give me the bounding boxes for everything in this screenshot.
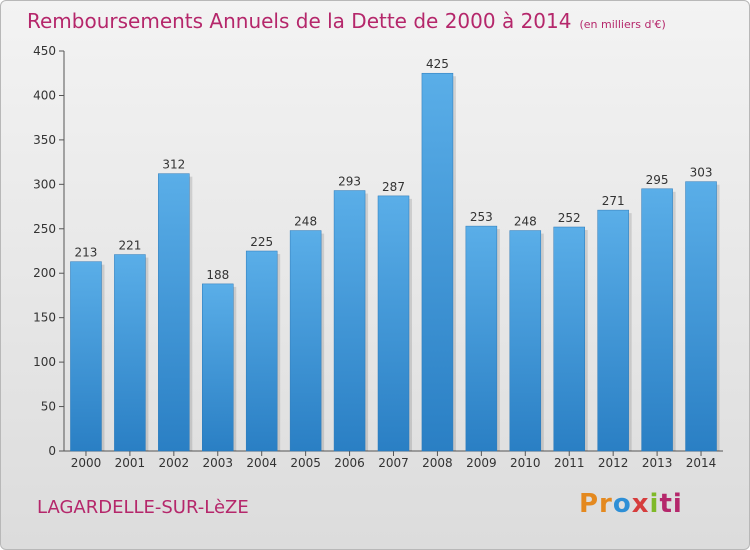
x-tick-label: 2014 — [686, 456, 717, 470]
x-tick-label: 2009 — [466, 456, 497, 470]
x-tick-label: 2003 — [202, 456, 233, 470]
bar-value-label: 248 — [294, 215, 317, 229]
chart-axes: 0 50 100 150 200 250 300 350 400 450 2000 2001 2002 2… — [33, 44, 723, 470]
bar-2004[interactable] — [245, 250, 278, 452]
x-tick-label: 2010 — [510, 456, 541, 470]
y-tick-label: 200 — [33, 266, 56, 280]
bar-2002[interactable] — [158, 173, 190, 452]
x-tick-label: 2011 — [554, 456, 585, 470]
y-tick-label: 400 — [33, 88, 56, 102]
x-tick-label: 2004 — [246, 456, 277, 470]
bar-2006[interactable] — [333, 190, 366, 452]
logo-part-2: o — [612, 489, 632, 519]
chart-title-text: Remboursements Annuels de la Dette de 20… — [27, 9, 572, 33]
x-tick-label: 2008 — [422, 456, 453, 470]
x-tick-label: 2006 — [334, 456, 365, 470]
y-tick-label: 0 — [48, 444, 56, 458]
bar-2001[interactable] — [114, 254, 146, 452]
x-tick-label: 2005 — [290, 456, 321, 470]
bar-value-label: 287 — [382, 180, 405, 194]
x-tick-label: 2007 — [378, 456, 409, 470]
logo-part-1: Pr — [579, 489, 613, 519]
x-tick-label: 2001 — [115, 456, 146, 470]
proxiti-logo[interactable]: Proxiti — [579, 489, 683, 519]
bar-value-label: 271 — [602, 194, 625, 208]
x-tick-label: 2000 — [71, 456, 102, 470]
y-tick-label: 300 — [33, 177, 56, 191]
bar-value-label: 252 — [558, 211, 581, 225]
chart-title: Remboursements Annuels de la Dette de 20… — [27, 9, 666, 33]
bar-value-label: 221 — [118, 239, 141, 253]
bar-2011[interactable] — [553, 226, 585, 452]
bar-2013[interactable] — [641, 188, 673, 452]
bar-value-label: 312 — [162, 158, 185, 172]
bar-value-label: 293 — [338, 175, 361, 189]
chart-bars: 213 221 312 188 225 248 293 287 425 253 248 252 271 2… — [70, 57, 720, 452]
logo-part-5: ti — [659, 489, 683, 519]
y-tick-label: 450 — [33, 44, 56, 58]
logo-part-3: x — [631, 489, 650, 519]
y-tick-label: 250 — [33, 222, 56, 236]
bar-2010[interactable] — [509, 230, 542, 452]
bar-2000[interactable] — [70, 261, 102, 452]
bar-value-label: 295 — [646, 173, 669, 187]
bar-2014[interactable] — [685, 181, 717, 452]
commune-name: LAGARDELLE-SUR-LèZE — [37, 497, 249, 518]
bar-2008[interactable] — [421, 72, 454, 452]
y-tick-label: 150 — [33, 311, 56, 325]
bar-value-label: 188 — [206, 268, 229, 282]
logo-part-4: i — [649, 489, 660, 519]
bar-value-label: 248 — [514, 215, 537, 229]
chart-subtitle: (en milliers d'€) — [579, 18, 666, 31]
y-tick-label: 350 — [33, 133, 56, 147]
bar-value-label: 253 — [470, 210, 493, 224]
bar-2012[interactable] — [597, 209, 629, 452]
bar-2009[interactable] — [465, 225, 498, 452]
x-tick-label: 2013 — [642, 456, 673, 470]
x-tick-label: 2002 — [159, 456, 190, 470]
y-tick-label: 100 — [33, 355, 56, 369]
bar-value-label: 425 — [426, 57, 449, 71]
y-tick-label: 50 — [41, 400, 56, 414]
bar-2007[interactable] — [377, 195, 410, 452]
bar-value-label: 225 — [250, 235, 273, 249]
bar-value-label: 303 — [690, 166, 713, 180]
bar-2003[interactable] — [202, 283, 234, 452]
x-tick-label: 2012 — [598, 456, 629, 470]
bar-value-label: 213 — [75, 246, 98, 260]
bar-2005[interactable] — [289, 230, 322, 452]
